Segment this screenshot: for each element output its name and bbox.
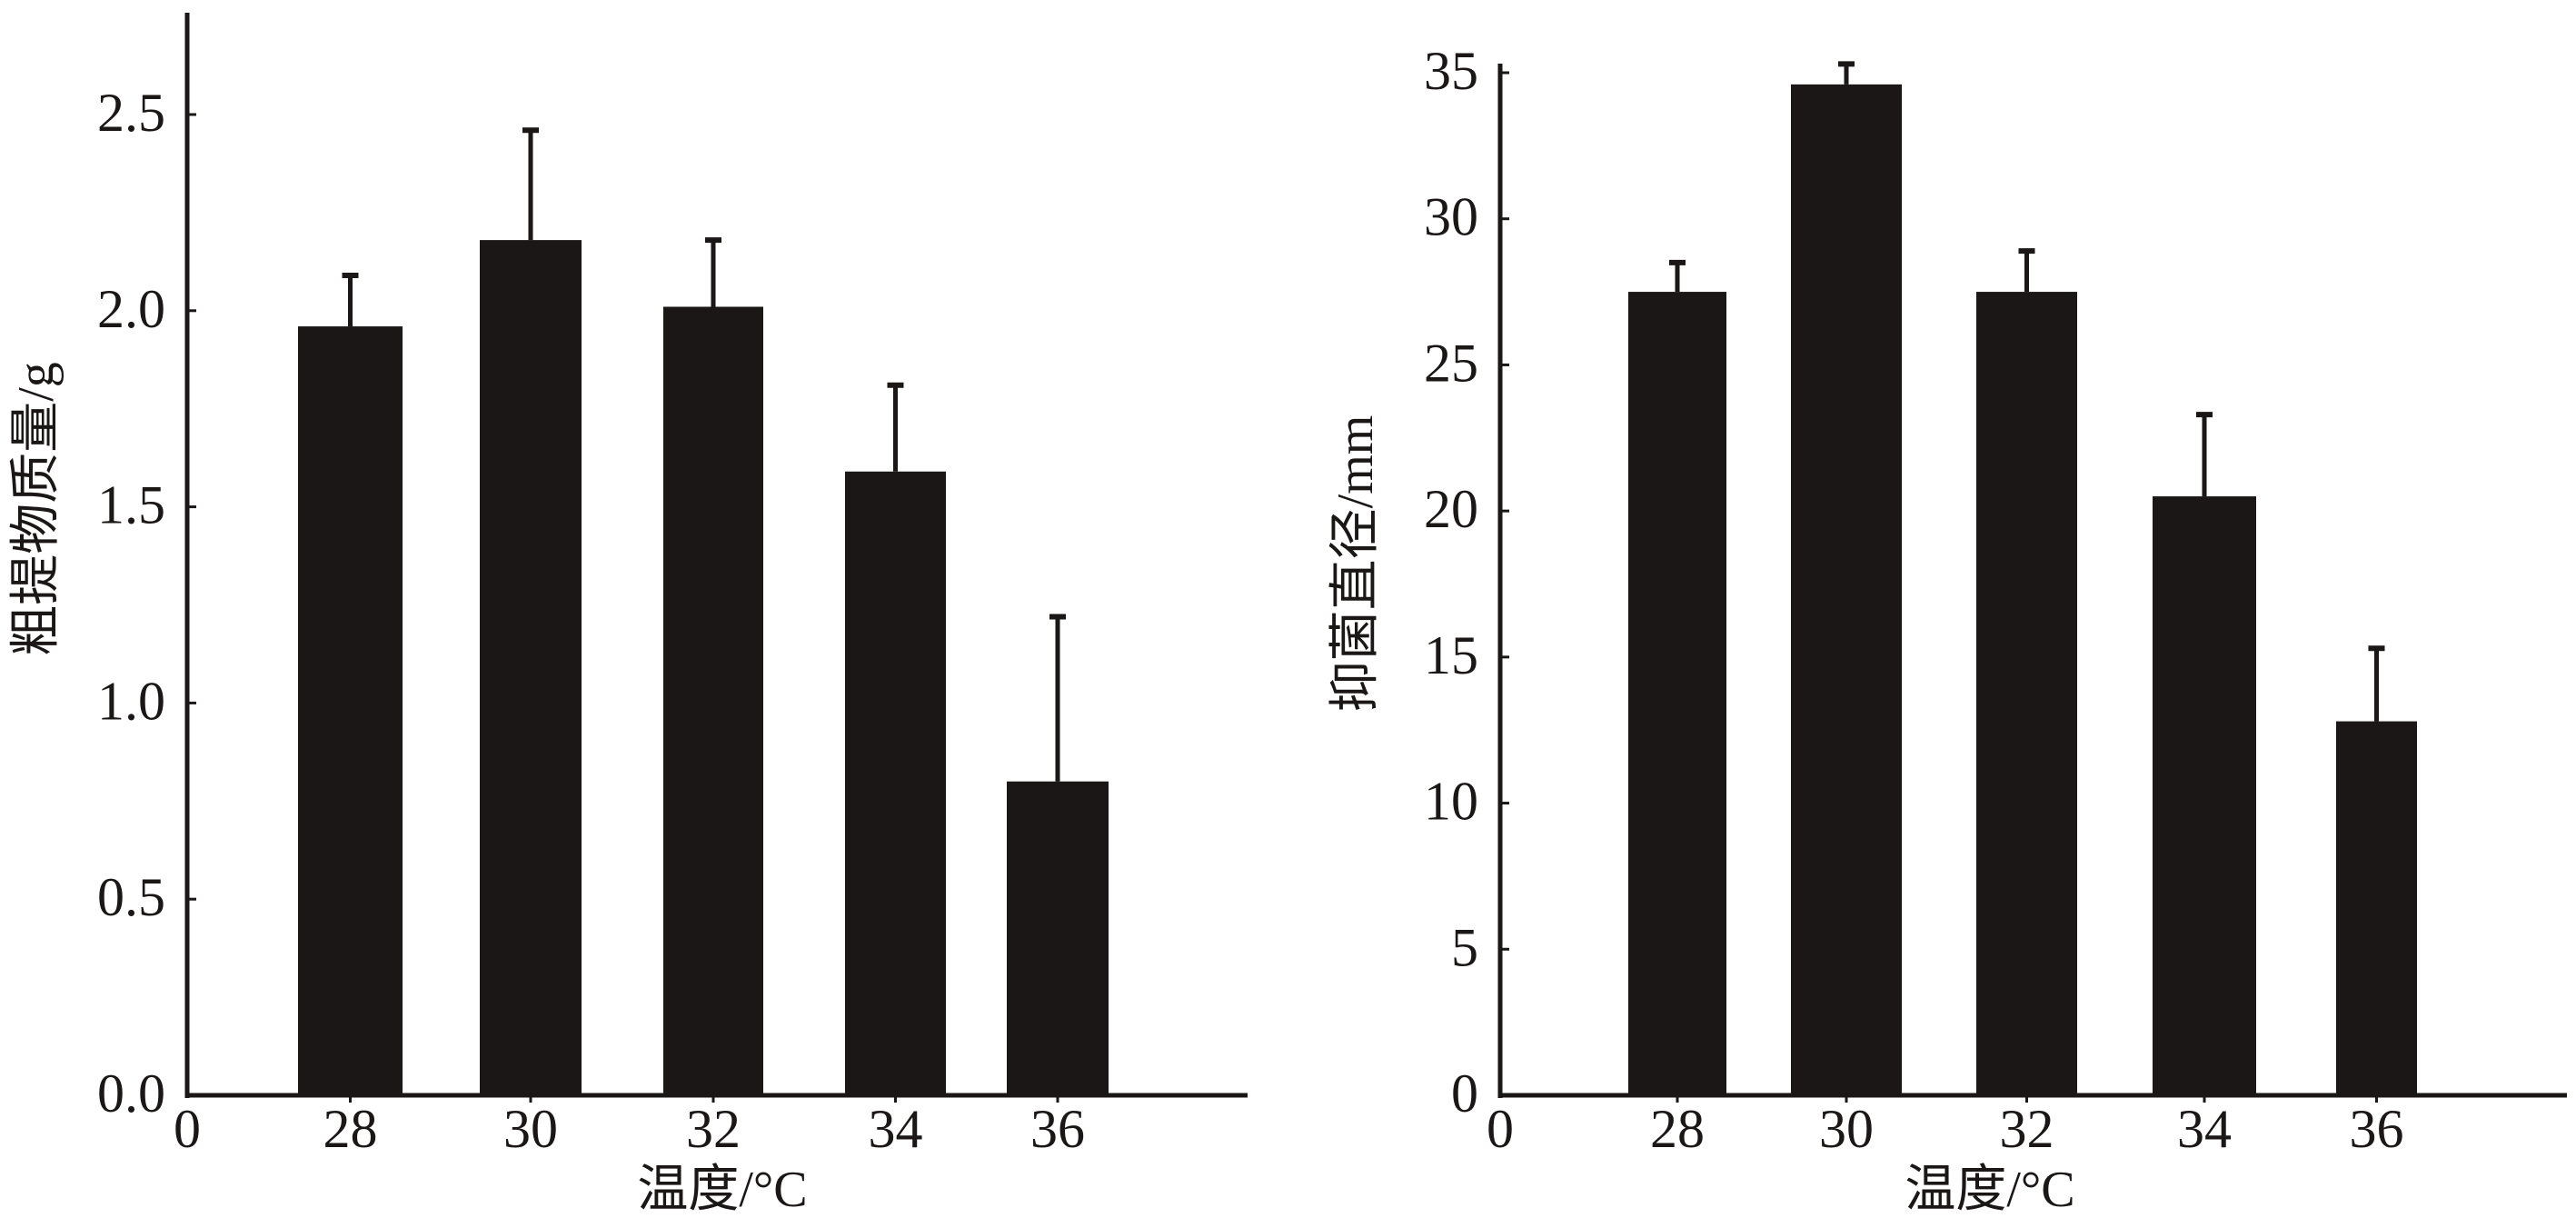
- bar-30: [480, 240, 582, 1095]
- chart-crude-extract-mass: 温度/°C 粗提物质量/g 0 0.0 0.5 1.0 1.5 2.0 2.5 28 30 32…: [8, 13, 1248, 1218]
- y-tick-label: 1.5: [97, 475, 165, 535]
- y-tick-label: 0.5: [97, 867, 165, 927]
- chart-inhibition-diameter: 温度/°C 抑菌直径/mm 0 0 5 10 15 20 25 30 35 28 30 32 34 36: [1328, 41, 2567, 1218]
- x-origin-label: 0: [1487, 1099, 1514, 1159]
- y-tick-label: 0.0: [97, 1063, 165, 1123]
- x-tick-label: 30: [503, 1099, 558, 1159]
- bar-28: [1628, 292, 1726, 1096]
- bar-36: [1007, 781, 1109, 1095]
- y-axis-title: 粗提物质量/g: [8, 362, 65, 656]
- bar-34: [845, 471, 946, 1095]
- bar-36: [2336, 721, 2417, 1095]
- x-tick-label: 28: [1650, 1099, 1705, 1159]
- x-tick-label: 32: [2000, 1099, 2054, 1159]
- x-tick-label: 30: [1819, 1099, 1874, 1159]
- x-tick-label: 36: [2350, 1099, 2404, 1159]
- x-axis-title: 温度/°C: [637, 1162, 807, 1218]
- y-tick-label: 2.0: [97, 279, 165, 339]
- y-tick-label: 20: [1424, 479, 1478, 539]
- y-tick-label: 1.0: [97, 671, 165, 731]
- y-tick-label: 2.5: [97, 83, 165, 143]
- y-tick-label: 35: [1424, 41, 1478, 101]
- y-tick-label: 0: [1451, 1063, 1478, 1123]
- x-axis-title: 温度/°C: [1905, 1162, 2074, 1218]
- y-tick-label: 25: [1424, 333, 1478, 393]
- y-axis-title: 抑菌直径/mm: [1328, 415, 1384, 713]
- y-tick-label: 15: [1424, 625, 1478, 685]
- bar-32: [1976, 292, 2077, 1096]
- x-tick-label: 34: [869, 1099, 923, 1159]
- bar-30: [1791, 84, 1902, 1095]
- x-origin-label: 0: [174, 1099, 201, 1159]
- bar-34: [2153, 496, 2256, 1095]
- y-tick-label: 5: [1451, 917, 1478, 977]
- x-tick-label: 28: [323, 1099, 378, 1159]
- x-tick-label: 34: [2177, 1099, 2232, 1159]
- x-tick-label: 32: [686, 1099, 741, 1159]
- bar-32: [663, 306, 763, 1095]
- y-tick-label: 10: [1424, 772, 1478, 832]
- bar-28: [298, 326, 403, 1096]
- x-tick-label: 36: [1030, 1099, 1085, 1159]
- y-tick-label: 30: [1424, 187, 1478, 247]
